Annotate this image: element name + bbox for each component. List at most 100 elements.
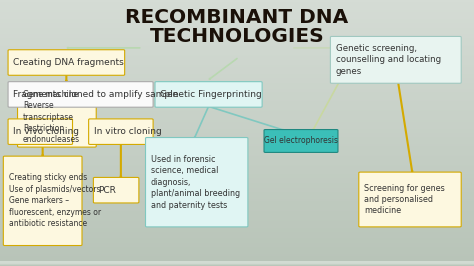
- Text: Screening for genes
and personalised
medicine: Screening for genes and personalised med…: [364, 184, 445, 215]
- Bar: [0, 262, 474, 265]
- Bar: [0, 261, 474, 264]
- FancyBboxPatch shape: [330, 36, 461, 83]
- Bar: [0, 261, 474, 264]
- Bar: [0, 262, 474, 264]
- Bar: [0, 262, 474, 265]
- Bar: [0, 261, 474, 264]
- Text: In vivo cloning: In vivo cloning: [13, 127, 79, 136]
- Bar: [0, 261, 474, 264]
- Bar: [0, 261, 474, 264]
- Bar: [0, 262, 474, 265]
- Bar: [0, 262, 474, 264]
- Bar: [0, 263, 474, 266]
- Bar: [0, 262, 474, 264]
- Bar: [0, 263, 474, 265]
- Bar: [0, 262, 474, 265]
- Bar: [0, 261, 474, 264]
- Bar: [0, 263, 474, 266]
- Bar: [0, 261, 474, 264]
- Bar: [0, 261, 474, 264]
- Bar: [0, 262, 474, 265]
- Bar: [0, 263, 474, 265]
- Bar: [0, 262, 474, 265]
- FancyBboxPatch shape: [8, 119, 73, 144]
- Bar: [0, 261, 474, 264]
- Bar: [0, 262, 474, 265]
- Bar: [0, 261, 474, 264]
- Bar: [0, 263, 474, 265]
- Bar: [0, 263, 474, 265]
- Text: Used in forensic
science, medical
diagnosis,
plant/animal breeding
and paternity: Used in forensic science, medical diagno…: [151, 155, 240, 210]
- Bar: [0, 262, 474, 265]
- Bar: [0, 261, 474, 264]
- Bar: [0, 261, 474, 264]
- Bar: [0, 263, 474, 266]
- Bar: [0, 263, 474, 266]
- Text: RECOMBINANT DNA
TECHNOLOGIES: RECOMBINANT DNA TECHNOLOGIES: [126, 8, 348, 46]
- Bar: [0, 262, 474, 264]
- Bar: [0, 262, 474, 265]
- FancyBboxPatch shape: [89, 119, 153, 144]
- Bar: [0, 263, 474, 265]
- Bar: [0, 263, 474, 265]
- FancyBboxPatch shape: [3, 156, 82, 246]
- Bar: [0, 261, 474, 263]
- Bar: [0, 263, 474, 266]
- Bar: [0, 261, 474, 264]
- Bar: [0, 263, 474, 265]
- Bar: [0, 263, 474, 266]
- Bar: [0, 262, 474, 264]
- Bar: [0, 261, 474, 264]
- FancyBboxPatch shape: [93, 177, 139, 203]
- Text: Genetic Fingerprinting: Genetic Fingerprinting: [160, 90, 262, 99]
- Bar: [0, 263, 474, 265]
- Text: Creating DNA fragments: Creating DNA fragments: [13, 58, 124, 67]
- Bar: [0, 263, 474, 265]
- Bar: [0, 261, 474, 264]
- Bar: [0, 261, 474, 264]
- Bar: [0, 262, 474, 265]
- Bar: [0, 262, 474, 264]
- FancyBboxPatch shape: [359, 172, 461, 227]
- Bar: [0, 263, 474, 266]
- Bar: [0, 262, 474, 265]
- Bar: [0, 261, 474, 263]
- Bar: [0, 262, 474, 264]
- Text: In vitro cloning: In vitro cloning: [94, 127, 162, 136]
- Bar: [0, 262, 474, 264]
- Bar: [0, 262, 474, 265]
- Bar: [0, 263, 474, 265]
- Bar: [0, 261, 474, 264]
- Text: Gel electrophoresis: Gel electrophoresis: [264, 136, 338, 146]
- FancyBboxPatch shape: [18, 87, 96, 147]
- Bar: [0, 261, 474, 263]
- Text: Genetic screening,
counselling and locating
genes: Genetic screening, counselling and locat…: [336, 44, 441, 76]
- Bar: [0, 262, 474, 265]
- Bar: [0, 263, 474, 265]
- Bar: [0, 263, 474, 266]
- Bar: [0, 261, 474, 264]
- Bar: [0, 263, 474, 265]
- Bar: [0, 261, 474, 264]
- Bar: [0, 261, 474, 264]
- Bar: [0, 261, 474, 264]
- Bar: [0, 261, 474, 263]
- Bar: [0, 263, 474, 266]
- Bar: [0, 261, 474, 264]
- Bar: [0, 262, 474, 265]
- Bar: [0, 263, 474, 265]
- Bar: [0, 262, 474, 264]
- Bar: [0, 262, 474, 265]
- Bar: [0, 263, 474, 265]
- Bar: [0, 263, 474, 265]
- Text: Fragments cloned to amplify sample: Fragments cloned to amplify sample: [13, 90, 179, 99]
- Bar: [0, 262, 474, 264]
- Bar: [0, 262, 474, 265]
- Text: Creating sticky ends
Use of plasmids/vectors
Gene markers –
fluorescent, enzymes: Creating sticky ends Use of plasmids/vec…: [9, 173, 100, 228]
- Bar: [0, 261, 474, 263]
- Bar: [0, 261, 474, 264]
- Bar: [0, 261, 474, 264]
- Bar: [0, 261, 474, 264]
- Bar: [0, 262, 474, 265]
- Bar: [0, 263, 474, 266]
